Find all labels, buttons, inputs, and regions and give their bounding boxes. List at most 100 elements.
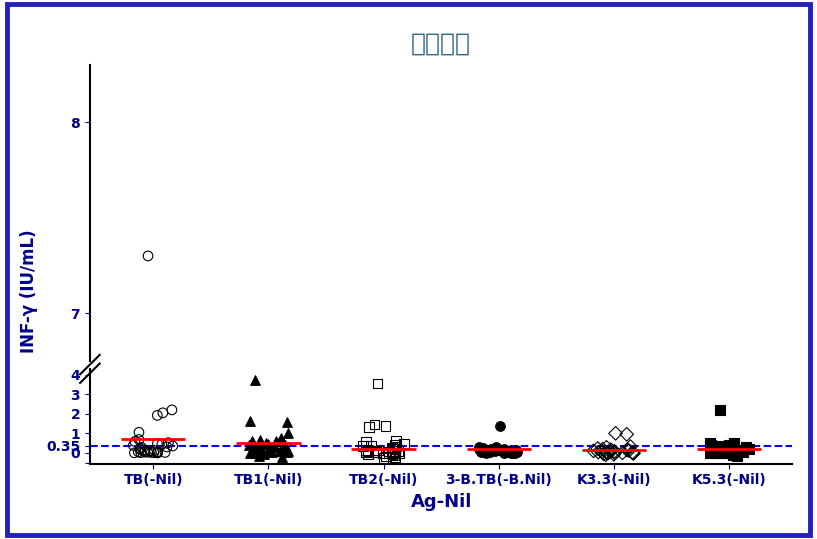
Point	[141, 306, 154, 315]
Point	[388, 445, 401, 454]
Point	[359, 438, 373, 446]
Point	[484, 448, 497, 457]
Point	[264, 446, 277, 454]
Point	[507, 448, 520, 457]
Point	[261, 440, 275, 448]
Point	[151, 447, 164, 456]
Point	[592, 444, 605, 453]
Point	[246, 439, 259, 448]
Point	[155, 440, 168, 449]
Point	[473, 444, 486, 453]
Point	[376, 449, 389, 458]
Point	[150, 448, 163, 457]
Point	[620, 430, 633, 439]
Point	[498, 445, 511, 453]
Point	[502, 447, 516, 455]
Point	[243, 416, 257, 425]
Point	[266, 448, 279, 457]
Point	[703, 448, 717, 457]
Point	[508, 449, 521, 458]
Point	[275, 433, 288, 442]
Point	[364, 441, 377, 450]
Point	[602, 448, 615, 457]
Point	[128, 437, 141, 446]
Point	[393, 448, 406, 457]
Point	[138, 447, 151, 455]
Point	[138, 448, 151, 457]
Point	[726, 451, 739, 459]
Point	[141, 252, 154, 260]
Point	[739, 443, 752, 451]
Point	[254, 436, 267, 445]
Point	[386, 444, 400, 453]
Point	[151, 439, 164, 448]
Point	[369, 448, 382, 457]
Point	[141, 448, 154, 457]
Point	[712, 443, 725, 452]
Point	[127, 441, 140, 450]
Point	[243, 448, 256, 457]
Point	[712, 446, 725, 455]
Point	[151, 448, 164, 457]
Point	[472, 443, 485, 452]
Point	[382, 448, 395, 457]
Point	[730, 445, 743, 454]
Point	[359, 448, 372, 457]
Point	[736, 448, 749, 457]
Point	[599, 451, 612, 459]
Point	[166, 441, 179, 450]
X-axis label: Ag-Nil: Ag-Nil	[410, 493, 472, 511]
Point	[493, 422, 507, 431]
Point	[386, 448, 400, 457]
Point	[132, 435, 145, 444]
Point	[391, 443, 404, 451]
Point	[480, 448, 493, 457]
Point	[703, 438, 717, 447]
Point	[489, 443, 502, 451]
Point	[156, 409, 169, 417]
Point	[509, 446, 522, 454]
Point	[728, 447, 741, 456]
Point	[147, 448, 160, 457]
Point	[255, 448, 268, 457]
Point	[596, 447, 609, 456]
Title: 수원지부: 수원지부	[411, 32, 471, 56]
Point	[626, 448, 639, 457]
Point	[727, 439, 740, 448]
Point	[596, 445, 609, 454]
Point	[605, 445, 618, 454]
Point	[624, 443, 637, 451]
Point	[281, 446, 294, 455]
Point	[128, 448, 141, 457]
Point	[386, 450, 399, 459]
Point	[475, 447, 488, 456]
Point	[243, 440, 256, 449]
Point	[134, 448, 147, 457]
Point	[608, 447, 621, 455]
Point	[478, 448, 491, 457]
Point	[158, 448, 172, 457]
Point	[708, 444, 721, 452]
Point	[145, 448, 158, 457]
Point	[362, 423, 375, 431]
Point	[608, 448, 621, 457]
Point	[710, 448, 723, 457]
Point	[252, 441, 265, 450]
Point	[498, 448, 511, 457]
Point	[379, 421, 392, 430]
Point	[388, 440, 401, 449]
Point	[361, 450, 374, 458]
Point	[717, 447, 730, 455]
Point	[481, 447, 494, 456]
Point	[715, 448, 728, 457]
Point	[621, 446, 634, 454]
Point	[151, 411, 164, 420]
Point	[259, 438, 272, 447]
Point	[728, 447, 741, 456]
Point	[248, 375, 261, 384]
Point	[732, 446, 745, 455]
Point	[706, 448, 719, 457]
Point	[133, 445, 146, 454]
Point	[371, 446, 384, 455]
Point	[482, 446, 495, 455]
